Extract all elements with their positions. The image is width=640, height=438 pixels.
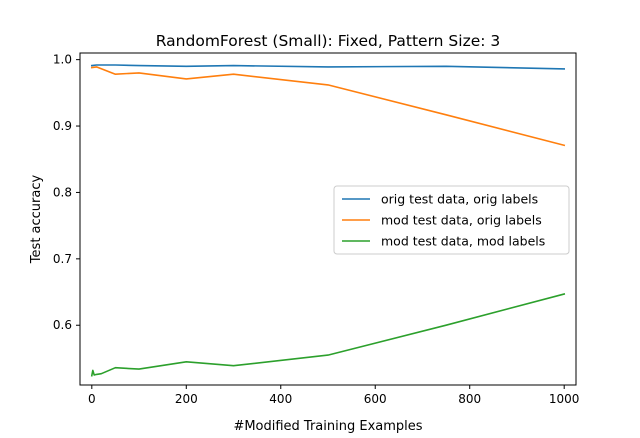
plot-area-frame <box>79 52 577 386</box>
series-line-orig-test-data-orig-labels <box>90 64 566 70</box>
x-tick-label: 400 <box>269 392 292 406</box>
series-line-mod-test-data-orig-labels <box>90 66 566 147</box>
x-tick-label: 1000 <box>549 392 580 406</box>
x-tick-label: 200 <box>175 392 198 406</box>
series-line-mod-test-data-mod-labels <box>90 293 566 377</box>
y-axis-label: Test accuracy <box>29 175 44 265</box>
y-axis: 0.6 0.7 0.8 0.9 1.0 <box>53 53 80 332</box>
x-tick-label: 800 <box>458 392 481 406</box>
chart-title: RandomForest (Small): Fixed, Pattern Siz… <box>156 32 501 50</box>
legend-label-mod-test-data-orig-labels: mod test data, orig labels <box>381 213 542 228</box>
legend: orig test data, orig labels mod test data… <box>333 185 570 255</box>
x-tick-label: 0 <box>88 392 96 406</box>
legend-label-mod-test-data-mod-labels: mod test data, mod labels <box>381 234 545 249</box>
y-tick-label: 0.9 <box>53 119 72 133</box>
legend-label-orig-test-data-orig-labels: orig test data, orig labels <box>381 192 538 207</box>
x-axis-label: #Modified Training Examples <box>233 419 422 434</box>
legend-box <box>333 185 570 255</box>
y-tick-label: 0.7 <box>53 252 72 266</box>
y-tick-label: 1.0 <box>53 53 72 67</box>
y-tick-label: 0.8 <box>53 185 72 199</box>
x-tick-label: 600 <box>364 392 387 406</box>
y-tick-label: 0.6 <box>53 318 72 332</box>
x-axis: 0 200 400 600 800 1000 <box>88 385 579 406</box>
series-layer <box>90 64 566 377</box>
